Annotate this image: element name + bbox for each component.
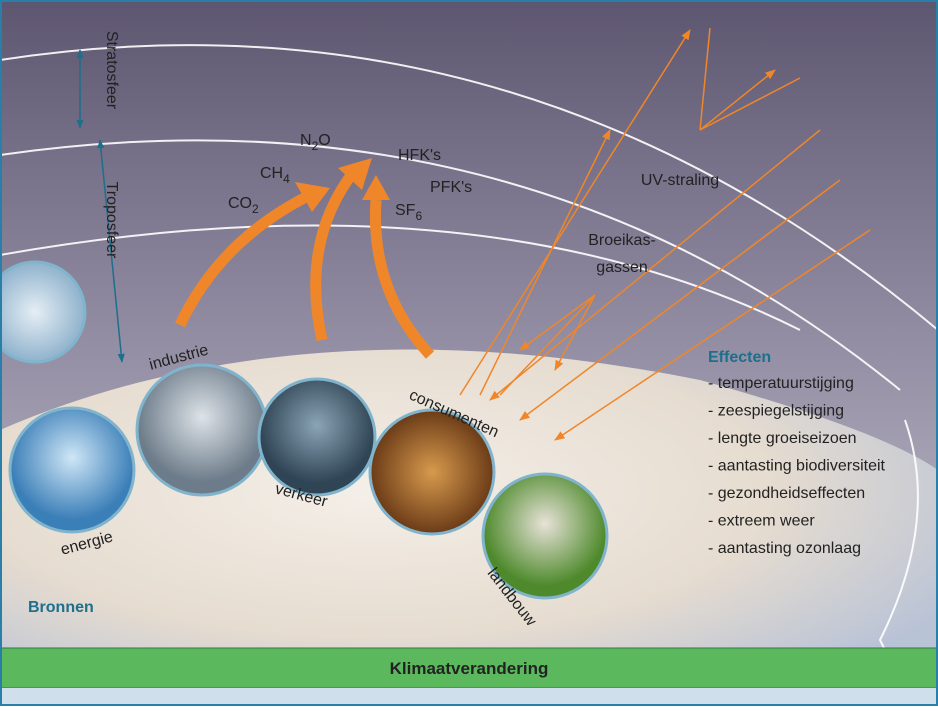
gas-formula: SF6: [395, 202, 422, 223]
radiation-rays: [459, 27, 871, 441]
sources-title: Bronnen: [28, 599, 94, 616]
greenhouse-label: Broeikas-: [588, 232, 656, 249]
effect-item: - temperatuurstijging: [708, 375, 854, 392]
gas-formula: CH4: [260, 165, 290, 186]
atmosphere-arc: [0, 139, 901, 391]
gas-base: SF: [395, 202, 416, 219]
effects-title: Effecten: [708, 349, 771, 366]
effect-item: - aantasting ozonlaag: [708, 540, 861, 557]
emission-arrows: [175, 166, 435, 359]
photos: [0, 260, 609, 600]
gas-subscript: 2: [312, 139, 319, 153]
gas-subscript: 4: [283, 172, 290, 186]
gas-formula: CO2: [228, 195, 259, 216]
radiation-label: UV-straling: [641, 172, 719, 189]
gas-subscript: 6: [415, 209, 422, 223]
gas-base: CO: [228, 195, 252, 212]
atmosphere-arc: [878, 419, 919, 691]
footer-bar: [0, 647, 938, 689]
layer-arrow: [97, 139, 125, 363]
gas-subscript: 2: [252, 202, 259, 216]
gas-formula: HFK's: [398, 147, 441, 164]
footer-title: Klimaatverandering: [390, 659, 549, 678]
greenhouse-label: gassen: [596, 259, 648, 276]
effect-item: - extreem weer: [708, 513, 815, 530]
arrow-heads: [295, 158, 390, 212]
effect-item: - lengte groeiseizoen: [708, 430, 857, 447]
bottom-strip: [0, 688, 938, 706]
gas-base: HFK's: [398, 147, 441, 164]
gas-base: PFK's: [430, 179, 472, 196]
atmosphere-arc: [0, 44, 938, 331]
gas-base: N: [300, 132, 312, 149]
gas-base: CH: [260, 165, 283, 182]
effects-list: - temperatuurstijging - zeespiegelstijgin…: [708, 375, 886, 557]
effect-item: - zeespiegelstijging: [708, 403, 844, 420]
effect-item: - gezondheidseffecten: [708, 485, 865, 502]
atmosphere-arc: [0, 224, 801, 331]
gas-after: O: [318, 132, 330, 149]
effect-item: - aantasting biodiversiteit: [708, 458, 886, 475]
layer-label: Stratosfeer: [103, 31, 120, 110]
gas-formula: N2O: [300, 132, 331, 153]
layer-label: Troposfeer: [103, 182, 120, 259]
gas-formula: PFK's: [430, 179, 472, 196]
